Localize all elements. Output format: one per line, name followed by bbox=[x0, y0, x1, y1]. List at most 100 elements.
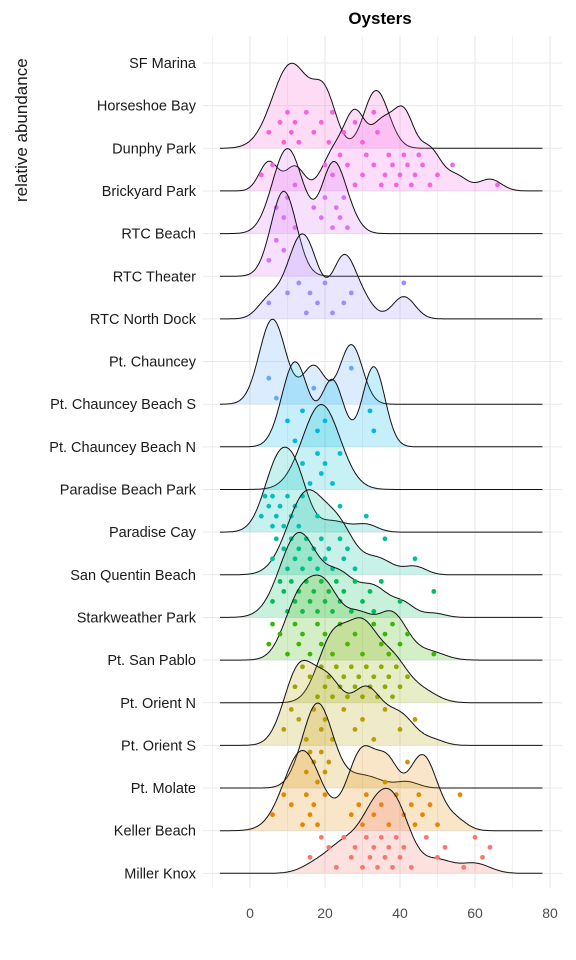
data-point bbox=[270, 556, 275, 562]
data-point bbox=[375, 864, 380, 870]
ridge-area bbox=[220, 361, 543, 447]
ridge-area bbox=[220, 703, 543, 789]
data-point bbox=[408, 182, 414, 188]
data-point bbox=[352, 631, 358, 637]
data-point bbox=[450, 162, 455, 168]
data-point bbox=[277, 119, 283, 125]
data-point bbox=[397, 599, 403, 604]
data-point bbox=[405, 674, 410, 680]
data-point bbox=[360, 651, 365, 657]
data-point bbox=[318, 215, 324, 221]
data-point bbox=[307, 290, 313, 296]
data-point bbox=[378, 182, 384, 188]
data-point bbox=[412, 172, 418, 178]
data-point bbox=[303, 109, 309, 115]
data-point bbox=[386, 822, 392, 828]
data-point bbox=[371, 674, 377, 680]
data-point bbox=[397, 641, 403, 647]
data-point bbox=[315, 779, 320, 785]
data-point bbox=[487, 844, 493, 850]
data-point bbox=[322, 195, 328, 201]
data-point bbox=[371, 844, 377, 850]
data-point bbox=[371, 162, 377, 168]
data-point bbox=[296, 523, 302, 529]
data-point bbox=[333, 864, 339, 870]
data-point bbox=[386, 152, 392, 158]
data-point bbox=[318, 579, 324, 584]
data-point bbox=[281, 215, 287, 221]
ridge-label: Miller Knox bbox=[124, 866, 196, 882]
ridge-area bbox=[220, 532, 543, 618]
data-point bbox=[333, 664, 339, 670]
ridge-label: Horseshoe Bay bbox=[97, 99, 197, 115]
data-point bbox=[311, 205, 317, 211]
data-point bbox=[360, 599, 365, 604]
ridge-17 bbox=[220, 702, 543, 789]
data-point bbox=[337, 599, 343, 604]
data-point bbox=[423, 834, 429, 840]
x-tick-label: 20 bbox=[317, 905, 333, 921]
data-point bbox=[315, 694, 320, 700]
data-point bbox=[333, 579, 339, 584]
ridge-label: SF Marina bbox=[129, 56, 197, 72]
data-point bbox=[311, 385, 317, 391]
data-point bbox=[273, 237, 279, 243]
data-point bbox=[378, 664, 384, 670]
data-point bbox=[435, 822, 440, 828]
data-point bbox=[270, 621, 275, 627]
data-point bbox=[270, 493, 275, 499]
ridge-label: Paradise Beach Park bbox=[60, 483, 197, 499]
data-point bbox=[285, 493, 290, 499]
data-point bbox=[273, 395, 279, 401]
data-point bbox=[431, 651, 437, 657]
data-point bbox=[307, 854, 313, 860]
data-point bbox=[348, 609, 354, 614]
data-point bbox=[326, 546, 332, 552]
ridge-label: San Quentin Beach bbox=[70, 568, 196, 584]
data-point bbox=[356, 802, 362, 808]
ridge-area bbox=[220, 191, 543, 277]
data-point bbox=[435, 854, 440, 860]
data-point bbox=[307, 749, 313, 755]
data-point bbox=[315, 566, 320, 572]
ridge-area bbox=[220, 233, 543, 319]
ridge-area bbox=[220, 404, 543, 490]
data-point bbox=[348, 812, 354, 818]
data-point bbox=[348, 664, 354, 670]
data-point bbox=[277, 631, 283, 637]
data-point bbox=[292, 182, 298, 188]
data-point bbox=[281, 727, 287, 732]
data-point bbox=[363, 513, 369, 519]
data-point bbox=[330, 651, 335, 657]
ridge-line bbox=[220, 233, 543, 320]
data-point bbox=[397, 172, 403, 178]
data-point bbox=[281, 139, 287, 145]
data-point bbox=[266, 129, 272, 135]
data-point bbox=[285, 651, 290, 657]
data-point bbox=[330, 481, 335, 486]
data-point bbox=[281, 523, 287, 529]
data-point bbox=[367, 589, 373, 594]
data-point bbox=[292, 438, 298, 444]
data-point bbox=[382, 779, 388, 785]
data-point bbox=[318, 471, 324, 476]
data-point bbox=[303, 769, 309, 775]
data-point bbox=[322, 162, 328, 168]
data-point bbox=[311, 129, 317, 135]
data-point bbox=[273, 536, 279, 542]
data-point bbox=[352, 182, 358, 188]
data-point bbox=[378, 802, 384, 808]
ridge-label: Starkweather Park bbox=[77, 610, 197, 626]
data-point bbox=[315, 513, 320, 519]
ridge-14 bbox=[220, 574, 543, 661]
data-point bbox=[341, 589, 347, 594]
data-point bbox=[341, 195, 347, 201]
ridge-line bbox=[220, 659, 543, 746]
data-point bbox=[360, 139, 365, 145]
data-point bbox=[345, 641, 350, 647]
data-point bbox=[285, 290, 290, 296]
data-point bbox=[270, 162, 275, 168]
ridge-area bbox=[220, 319, 543, 405]
data-point bbox=[416, 152, 422, 158]
data-point bbox=[371, 621, 377, 627]
